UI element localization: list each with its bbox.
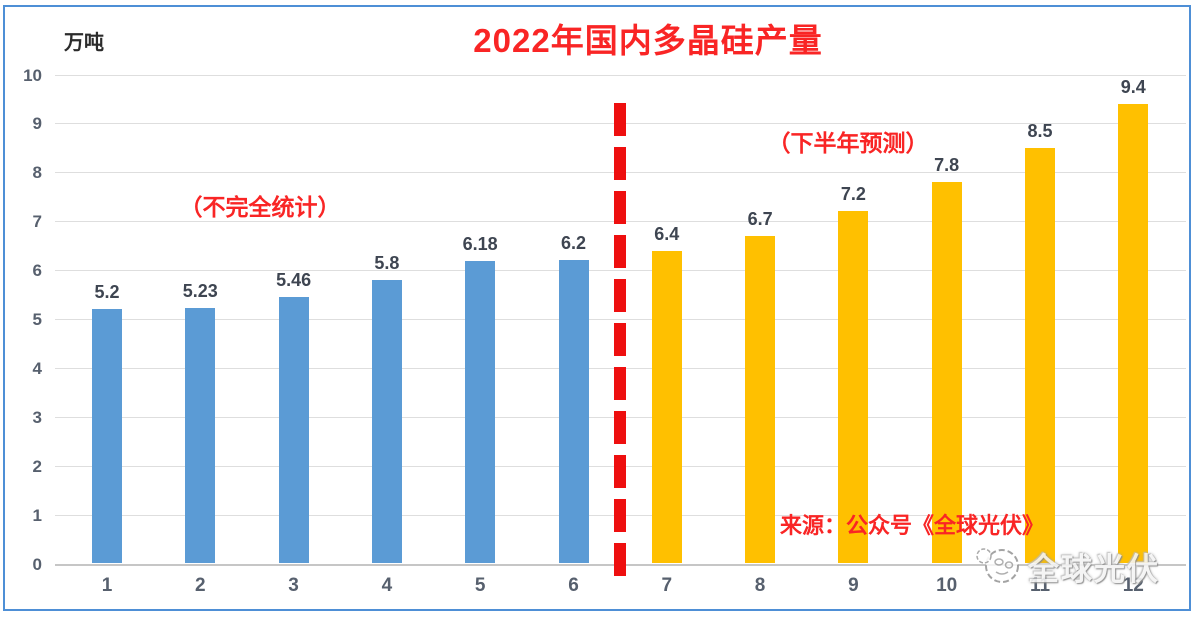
bar-month-9 bbox=[838, 211, 869, 564]
y-axis-tick-label: 6 bbox=[32, 261, 42, 281]
x-axis-tick-label-month-8: 8 bbox=[754, 575, 766, 596]
y-axis-tick-label: 10 bbox=[23, 65, 42, 85]
bar-value-label-month-4: 5.8 bbox=[374, 252, 400, 273]
bar-value-label-month-5: 6.18 bbox=[462, 234, 498, 255]
bar-month-8 bbox=[745, 235, 776, 564]
watermark: 全球光伏 bbox=[972, 538, 1160, 595]
y-axis-tick-label: 5 bbox=[32, 310, 42, 329]
bar-value-label-month-12: 9.4 bbox=[1120, 76, 1146, 97]
forecast-divider-dashed-line bbox=[614, 103, 626, 579]
bar-value-label-month-7: 6.4 bbox=[654, 223, 680, 244]
x-axis-tick-label-month-6: 6 bbox=[568, 575, 579, 596]
bar-value-label-month-11: 8.5 bbox=[1027, 120, 1053, 141]
bar-month-6 bbox=[558, 260, 589, 564]
y-axis-tick-label: 8 bbox=[32, 163, 42, 183]
annotation-incomplete-stats: （不完全统计） bbox=[179, 194, 341, 220]
x-axis-tick-label-month-10: 10 bbox=[936, 575, 958, 596]
bar-month-1 bbox=[92, 309, 122, 564]
y-axis-tick-label: 3 bbox=[32, 407, 42, 427]
y-axis-tick-label: 0 bbox=[32, 554, 42, 574]
y-axis-tick-label: 2 bbox=[32, 456, 42, 476]
annotation-second-half-forecast: （下半年预测） bbox=[767, 130, 929, 156]
x-axis-tick-label-month-11: 11 bbox=[1029, 575, 1051, 596]
y-axis-tick-label: 7 bbox=[32, 212, 42, 232]
annotation-source: 来源：公众号《全球光伏》 bbox=[779, 513, 1045, 538]
x-axis-tick-label-month-2: 2 bbox=[195, 575, 206, 596]
bar-value-label-month-1: 5.2 bbox=[94, 282, 120, 303]
bar-month-12 bbox=[1118, 103, 1149, 564]
bar-month-3 bbox=[278, 296, 309, 564]
bar-value-label-month-10: 7.8 bbox=[934, 155, 960, 176]
watermark-text: 全球光伏 bbox=[1028, 552, 1160, 587]
x-axis-tick-label-month-4: 4 bbox=[381, 575, 393, 596]
bar-value-label-month-8: 6.7 bbox=[747, 208, 773, 229]
bar-value-label-month-2: 5.23 bbox=[182, 280, 218, 301]
x-axis-tick-label-month-3: 3 bbox=[288, 575, 299, 596]
y-axis-tick-label: 9 bbox=[32, 114, 42, 134]
y-axis-tick-label: 1 bbox=[32, 505, 42, 525]
bar-month-7 bbox=[651, 250, 682, 564]
x-axis-tick-label-month-1: 1 bbox=[101, 575, 113, 596]
x-axis-tick-label-month-5: 5 bbox=[474, 575, 486, 596]
gridline bbox=[55, 74, 1186, 76]
bar-month-11 bbox=[1025, 147, 1055, 564]
bar-value-label-month-6: 6.2 bbox=[560, 233, 587, 254]
bar-value-label-month-3: 5.46 bbox=[276, 269, 312, 290]
x-axis-tick-label-month-9: 9 bbox=[848, 575, 859, 596]
globe-icon bbox=[972, 538, 1024, 595]
y-axis-unit-label: 万吨 bbox=[64, 32, 104, 54]
x-axis-tick-label-month-12: 12 bbox=[1122, 575, 1144, 596]
y-axis-tick-label: 4 bbox=[32, 358, 42, 378]
x-axis-tick-label-month-7: 7 bbox=[661, 575, 673, 596]
bar-value-label-month-9: 7.2 bbox=[840, 184, 866, 205]
bar-month-10 bbox=[931, 182, 962, 564]
bar-month-2 bbox=[185, 307, 216, 564]
bar-month-4 bbox=[371, 279, 402, 564]
chart-title: 2022年国内多晶硅产量 bbox=[473, 22, 823, 59]
bar-month-5 bbox=[465, 261, 496, 564]
